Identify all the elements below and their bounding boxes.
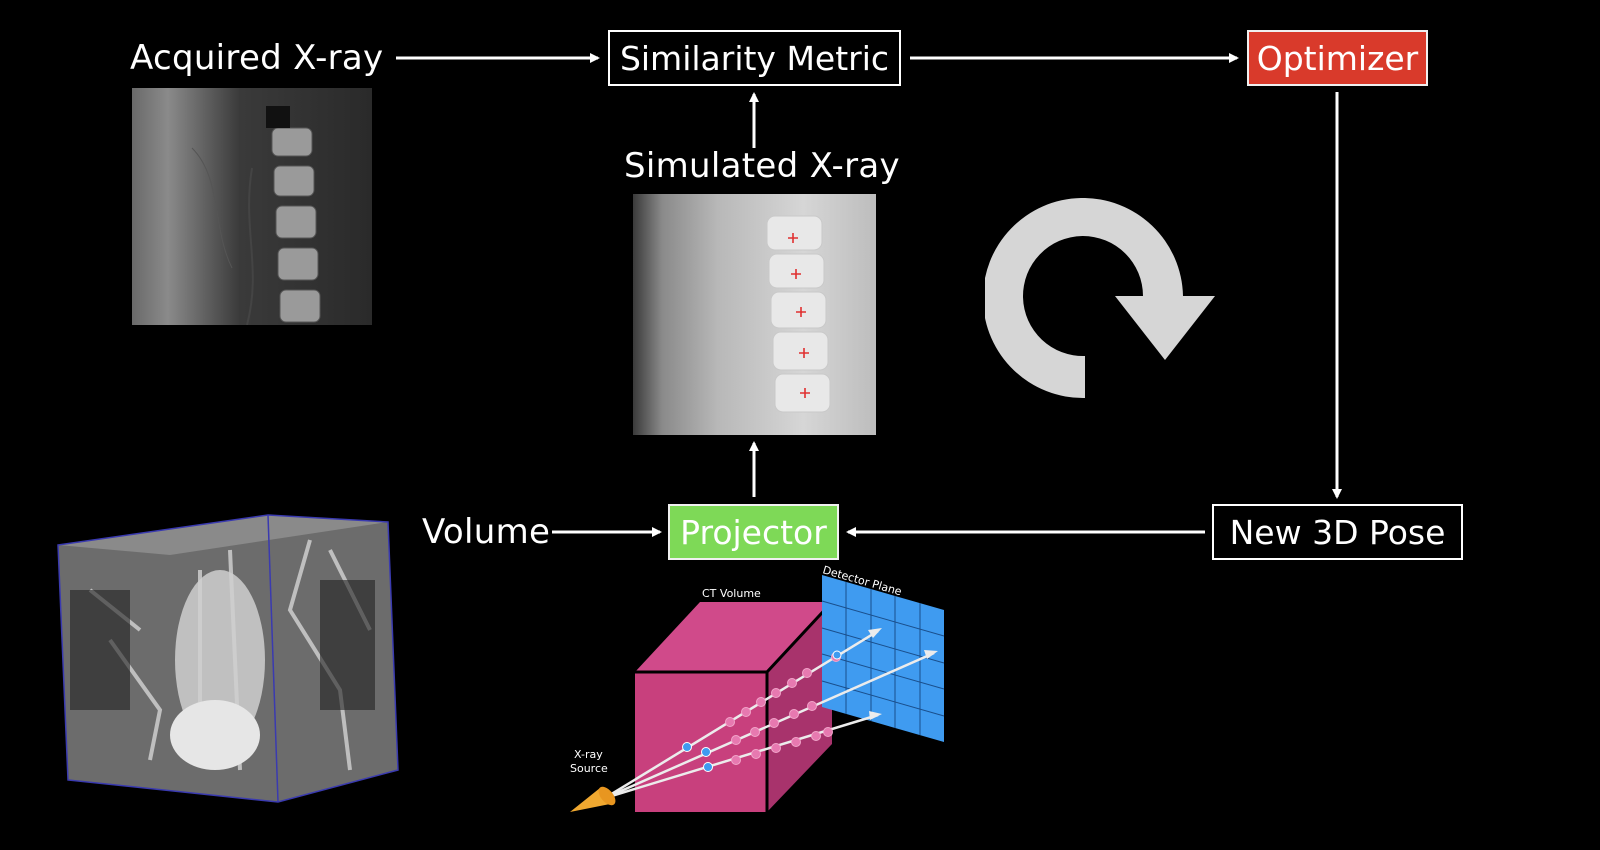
xray-source-label-line2: Source: [570, 762, 608, 775]
volume-label: Volume: [422, 512, 551, 552]
simulated-xray-image: [633, 194, 876, 435]
ct-volume-front: [635, 672, 767, 812]
xray-source-icon: [570, 786, 616, 812]
similarity-metric-box: Similarity Metric: [608, 30, 901, 86]
acquired-xray-label: Acquired X-ray: [130, 38, 384, 78]
projection-schematic: CT Volume Detector Plane X-ray Source: [560, 560, 960, 820]
ct-volume-rendering: [50, 510, 410, 810]
projector-box: Projector: [668, 504, 839, 560]
simulated-xray-label: Simulated X-ray: [624, 146, 900, 186]
circular-arrow-icon: [982, 197, 1220, 403]
xray-source-label-line1: X-ray: [574, 748, 603, 761]
ct-volume-label: CT Volume: [702, 587, 761, 600]
new-3d-pose-box: New 3D Pose: [1212, 504, 1463, 560]
landmark-markers: [788, 233, 810, 398]
acquired-xray-image: [132, 88, 372, 325]
detector-plane: [821, 575, 945, 742]
optimizer-box: Optimizer: [1247, 30, 1428, 86]
